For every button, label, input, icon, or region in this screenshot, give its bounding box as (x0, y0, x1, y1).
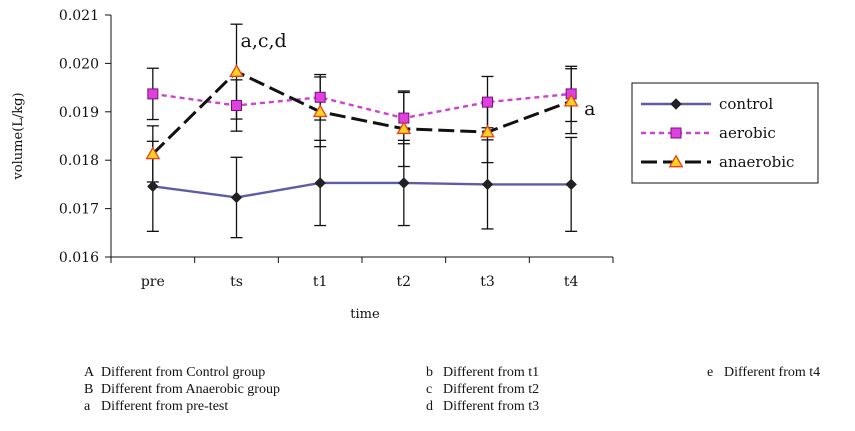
data-markers (145, 64, 579, 204)
x-tick-label: pre (141, 274, 165, 290)
annotation-label: a (584, 98, 595, 120)
legend-marker-control (670, 98, 682, 110)
x-tick-label: ts (230, 274, 243, 290)
legend-label-aerobic: aerobic (719, 124, 776, 142)
marker-anaerobic (145, 146, 161, 160)
error-bars (146, 23, 578, 239)
marker-control (314, 177, 326, 189)
x-tick-label: t1 (313, 274, 328, 290)
marker-control (230, 191, 243, 204)
marker-anaerobic (396, 121, 412, 135)
y-axis: 0.016 0.017 0.018 0.019 0.020 0.021 (59, 8, 112, 266)
marker-anaerobic (563, 93, 579, 107)
marker-aerobic (147, 88, 159, 100)
marker-aerobic (482, 96, 493, 108)
marker-aerobic (314, 91, 326, 103)
legend-marker-anaerobic (668, 154, 684, 168)
x-axis: pre ts t1 t2 t3 t4 (110, 256, 614, 290)
legend-label-anaerobic: anaerobic (719, 153, 794, 171)
x-axis-label: time (350, 307, 380, 322)
marker-control (398, 177, 410, 189)
legend-marker-aerobic (670, 127, 682, 139)
annotation-label: a,c,d (241, 30, 287, 52)
legend-label-control: control (719, 95, 773, 113)
y-tick-label: 0.016 (59, 250, 99, 266)
marker-control (565, 178, 577, 191)
x-tick-label: t2 (397, 274, 412, 290)
y-axis-label: volume(L/kg) (11, 92, 26, 180)
marker-anaerobic (229, 64, 244, 77)
y-tick-label: 0.017 (59, 202, 99, 218)
series-line-anaerobic (151, 69, 572, 155)
legend: control aerobic anaerobic (631, 82, 819, 184)
series-line-aerobic (152, 92, 572, 120)
series-line-control (152, 181, 572, 199)
x-tick-label: t4 (564, 274, 579, 290)
x-tick-label: t3 (480, 274, 495, 290)
series-lines (151, 69, 572, 199)
marker-control (481, 178, 494, 191)
y-tick-label: 0.019 (59, 105, 99, 121)
marker-anaerobic (312, 104, 328, 118)
marker-control (147, 180, 159, 193)
significance-annotations: a,c,d a (241, 30, 596, 120)
y-tick-label: 0.018 (59, 153, 99, 169)
marker-anaerobic (480, 124, 495, 138)
y-tick-label: 0.021 (59, 8, 99, 24)
marker-aerobic (231, 100, 242, 112)
y-tick-label: 0.020 (59, 56, 99, 72)
